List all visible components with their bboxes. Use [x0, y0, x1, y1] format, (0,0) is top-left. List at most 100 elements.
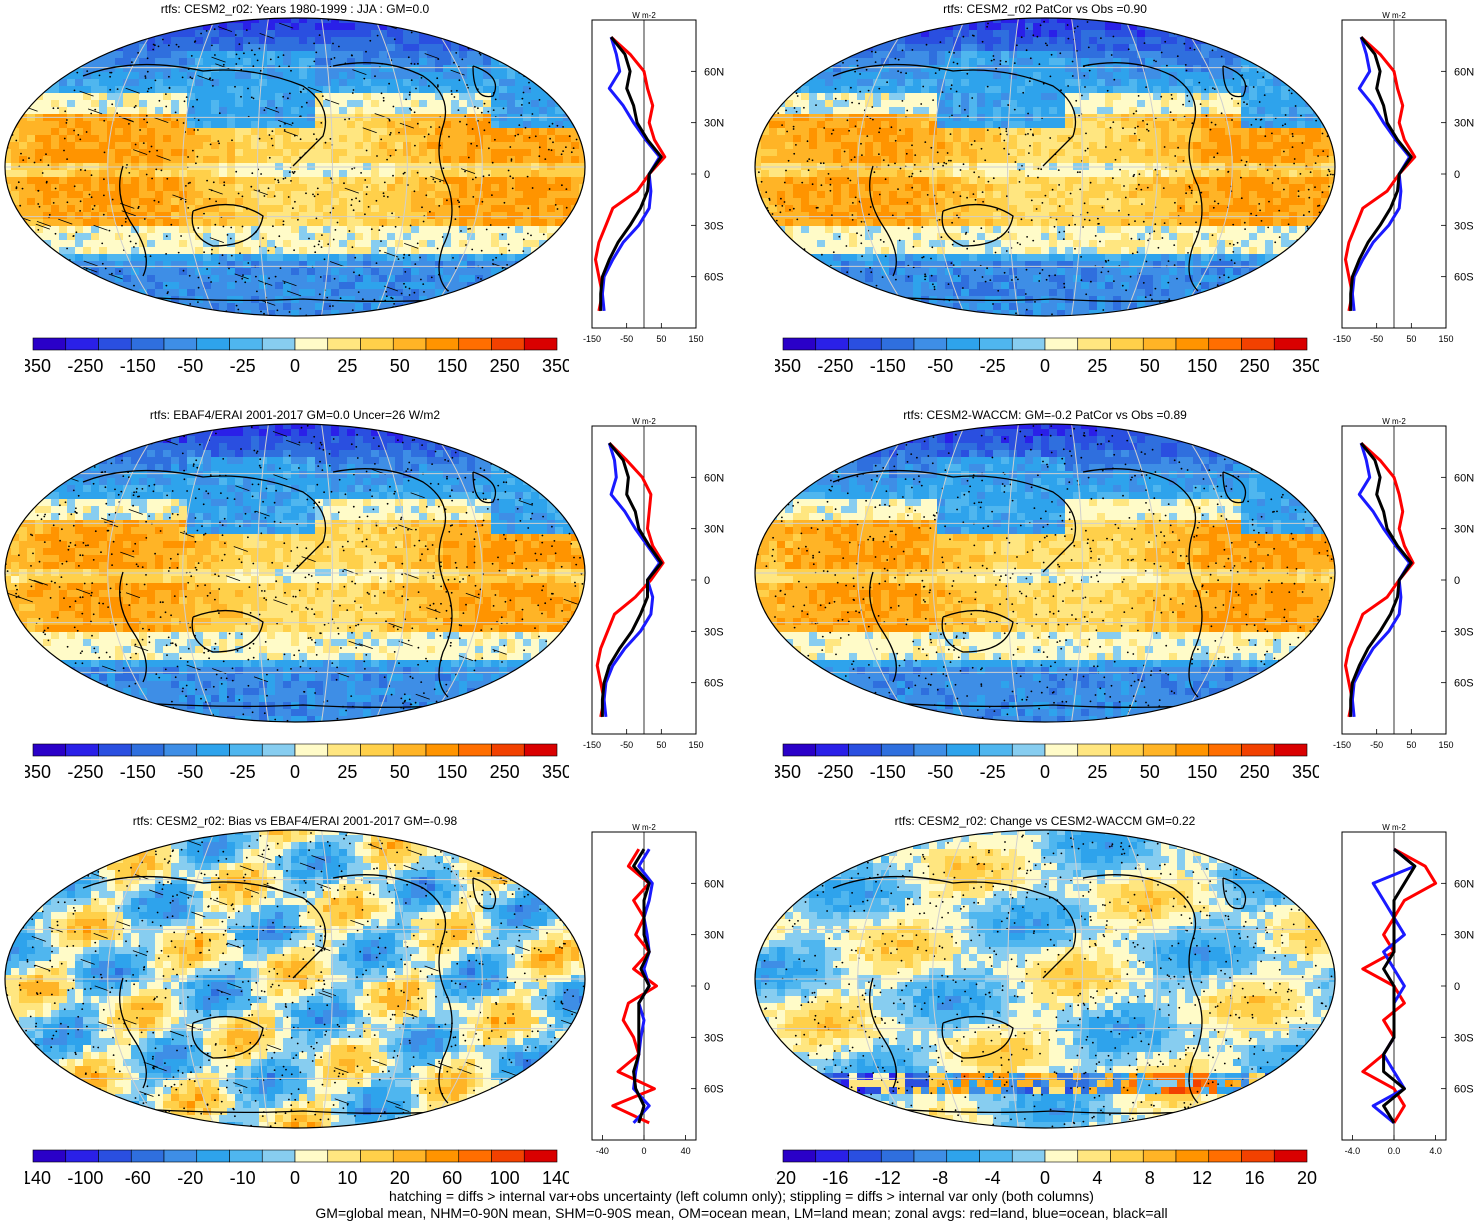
- colorbar-tick-label: -25: [980, 356, 1006, 376]
- zonal-x-tick-label: 150: [688, 334, 703, 344]
- zonal-lat-label: 60S: [1454, 1084, 1474, 1096]
- robinson-map: [754, 17, 1336, 317]
- colorbar-swatch: [979, 1149, 1013, 1163]
- colorbar-swatch: [491, 743, 525, 757]
- colorbar-swatch: [98, 337, 132, 351]
- colorbar-tick-label: 25: [1087, 762, 1107, 782]
- colorbar-tick-label: 250: [490, 762, 520, 782]
- colorbar-tick-label: 250: [490, 356, 520, 376]
- zonal-lat-label: 0: [704, 169, 710, 181]
- colorbar-tick-label: 50: [390, 762, 410, 782]
- panel-6: rtfs: CESM2_r02: Change vs CESM2-WACCM G…: [750, 812, 1483, 1212]
- zonal-lat-label: 30S: [1454, 220, 1474, 232]
- colorbar-swatch: [1273, 1149, 1308, 1163]
- panel-1: rtfs: CESM2_r02: Years 1980-1999 : JJA :…: [0, 0, 740, 400]
- colorbar-swatch: [1241, 743, 1275, 757]
- colorbar-swatch: [65, 337, 99, 351]
- colorbar-tick-label: -350: [25, 762, 51, 782]
- zonal-lat-label: 60S: [704, 678, 724, 690]
- colorbar-tick-label: 10: [337, 1168, 357, 1188]
- zonal-series-all: [599, 36, 663, 311]
- zonal-lat-label: 60N: [704, 66, 724, 78]
- panel-5: rtfs: CESM2_r02: Bias vs EBAF4/ERAI 2001…: [0, 812, 740, 1212]
- colorbar-swatch: [782, 743, 817, 757]
- zonal-lat-label: 30N: [704, 930, 724, 942]
- zonal-lat-label: 30N: [1454, 118, 1474, 130]
- colorbar-swatch: [1208, 743, 1242, 757]
- colorbar-swatch: [392, 743, 427, 757]
- colorbar: -20 -16 -12 -8 -4 0 4 8 12 16 20: [775, 1149, 1317, 1188]
- colorbar-tick-label: 0: [290, 356, 300, 376]
- zonal-x-tick-label: -150: [583, 740, 601, 750]
- colorbar-swatch: [1110, 1149, 1144, 1163]
- colorbar-tick-label: -250: [67, 356, 103, 376]
- colorbar-tick-label: 350: [542, 762, 569, 782]
- robinson-map: [754, 423, 1336, 723]
- colorbar-tick-label: -350: [775, 762, 801, 782]
- colorbar-swatch: [913, 743, 948, 757]
- colorbar-tick-label: 25: [1087, 356, 1107, 376]
- colorbar-swatch: [360, 1149, 394, 1163]
- zonal-units: W m-2: [632, 823, 656, 832]
- colorbar-tick-label: -250: [67, 762, 103, 782]
- zonal-lat-label: 30S: [1454, 626, 1474, 638]
- colorbar-swatch: [979, 743, 1013, 757]
- colorbar-tick-label: -50: [927, 356, 953, 376]
- colorbar-swatch: [1142, 337, 1177, 351]
- zonal-units: W m-2: [632, 11, 656, 20]
- zonal-lat-label: 60S: [1454, 272, 1474, 284]
- footnote-line-2: GM=global mean, NHM=0-90N mean, SHM=0-90…: [0, 1205, 1483, 1221]
- colorbar-tick-label: 0: [1040, 1168, 1050, 1188]
- colorbar-swatch: [491, 1149, 525, 1163]
- colorbar-swatch: [815, 743, 849, 757]
- colorbar-tick-label: -8: [932, 1168, 948, 1188]
- colorbar-tick-label: -150: [870, 356, 906, 376]
- colorbar-swatch: [880, 743, 915, 757]
- map-title: rtfs: EBAF4/ERAI 2001-2017 GM=0.0 Uncer=…: [0, 408, 590, 422]
- colorbar-swatch: [261, 1149, 296, 1163]
- colorbar-tick-label: 16: [1245, 1168, 1265, 1188]
- colorbar-tick-label: -150: [120, 762, 156, 782]
- colorbar-tick-label: 25: [337, 356, 357, 376]
- colorbar-swatch: [1142, 743, 1177, 757]
- map-title: rtfs: CESM2-WACCM: GM=-0.2 PatCor vs Obs…: [750, 408, 1340, 422]
- colorbar-swatch: [32, 1149, 67, 1163]
- colorbar-swatch: [1273, 337, 1308, 351]
- zonal-mean-plot: W m-2 60N 30N 0 30S 60S -150 -50 50 150: [583, 11, 724, 344]
- colorbar-swatch: [65, 1149, 99, 1163]
- colorbar-swatch: [1142, 1149, 1177, 1163]
- colorbar-tick-label: 150: [1187, 762, 1217, 782]
- colorbar-swatch: [1077, 1149, 1111, 1163]
- colorbar-tick-label: 8: [1145, 1168, 1155, 1188]
- colorbar-tick-label: -4: [985, 1168, 1001, 1188]
- colorbar-tick-label: 20: [1297, 1168, 1317, 1188]
- colorbar-swatch: [32, 743, 67, 757]
- panel-2: rtfs: CESM2_r02 PatCor vs Obs =0.90-350-…: [750, 0, 1483, 400]
- colorbar-tick-label: 100: [490, 1168, 520, 1188]
- colorbar-swatch: [815, 337, 849, 351]
- zonal-lat-label: 30S: [704, 220, 724, 232]
- colorbar-swatch: [163, 1149, 198, 1163]
- colorbar-swatch: [1208, 337, 1242, 351]
- colorbar-swatch: [458, 1149, 492, 1163]
- colorbar-tick-label: 50: [1140, 762, 1160, 782]
- colorbar-tick-label: 350: [1292, 762, 1319, 782]
- colorbar-swatch: [979, 337, 1013, 351]
- colorbar-swatch: [98, 1149, 132, 1163]
- colorbar-tick-label: -250: [817, 356, 853, 376]
- zonal-x-tick-label: 150: [1438, 334, 1453, 344]
- zonal-x-tick-label: -40: [596, 1146, 609, 1156]
- zonal-lat-label: 0: [1454, 169, 1460, 181]
- zonal-x-tick-label: -150: [1333, 334, 1351, 344]
- colorbar-swatch: [782, 337, 817, 351]
- colorbar-swatch: [1175, 337, 1210, 351]
- colorbar-tick-label: -100: [67, 1168, 103, 1188]
- colorbar-tick-label: 0: [1040, 356, 1050, 376]
- zonal-x-tick-label: -50: [620, 334, 633, 344]
- colorbar-swatch: [848, 1149, 882, 1163]
- zonal-x-tick-label: 50: [1406, 740, 1416, 750]
- colorbar-swatch: [1077, 337, 1111, 351]
- colorbar-tick-label: 0: [290, 1168, 300, 1188]
